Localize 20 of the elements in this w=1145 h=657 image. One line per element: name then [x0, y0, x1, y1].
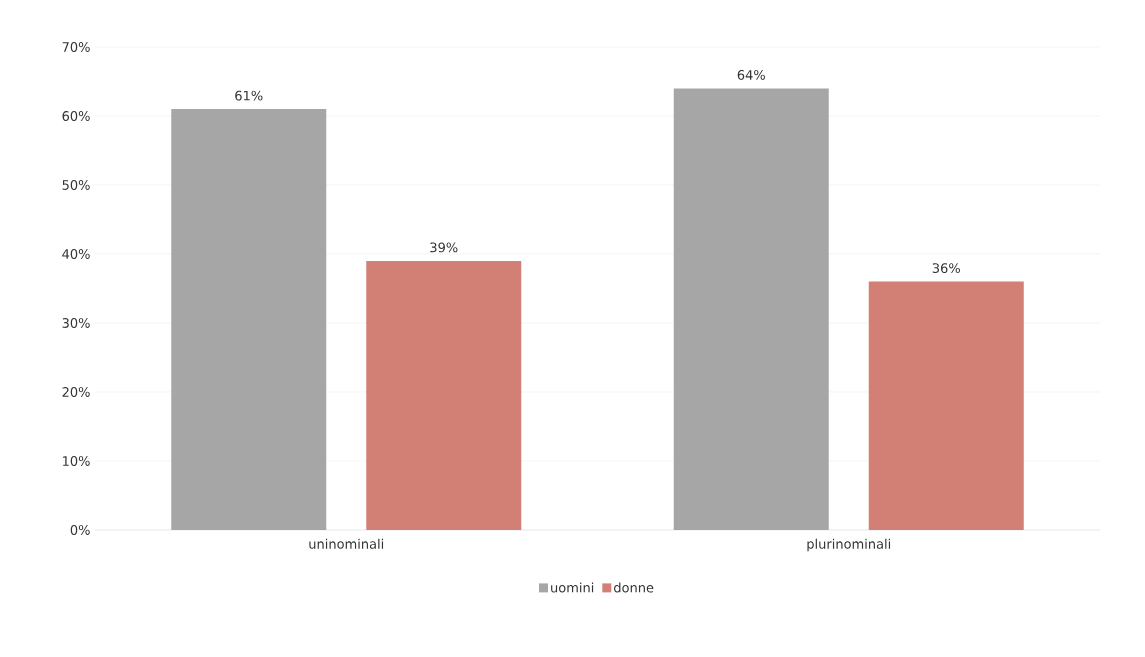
data-label: 36% — [932, 263, 960, 274]
x-tick-label: uninominali — [309, 538, 384, 549]
y-tick-label: 0% — [70, 525, 90, 535]
data-label: 61% — [235, 90, 263, 101]
legend-label: uomini — [551, 582, 594, 593]
y-tick-label: 20% — [62, 387, 90, 397]
y-tick-label: 70% — [62, 42, 90, 52]
bar — [673, 88, 829, 530]
y-tick-label: 50% — [62, 180, 90, 190]
y-tick-label: 30% — [62, 318, 90, 328]
legend-label: donne — [614, 582, 654, 593]
x-tick-label: plurinominali — [807, 538, 891, 552]
y-tick-label: 40% — [62, 249, 90, 259]
y-tick-label: 10% — [63, 456, 90, 466]
y-tick-label: 60% — [62, 111, 90, 121]
data-label: 64% — [737, 70, 765, 80]
data-label: 39% — [430, 242, 458, 253]
bar — [366, 260, 522, 530]
bar — [868, 281, 1024, 530]
bar — [171, 109, 327, 530]
